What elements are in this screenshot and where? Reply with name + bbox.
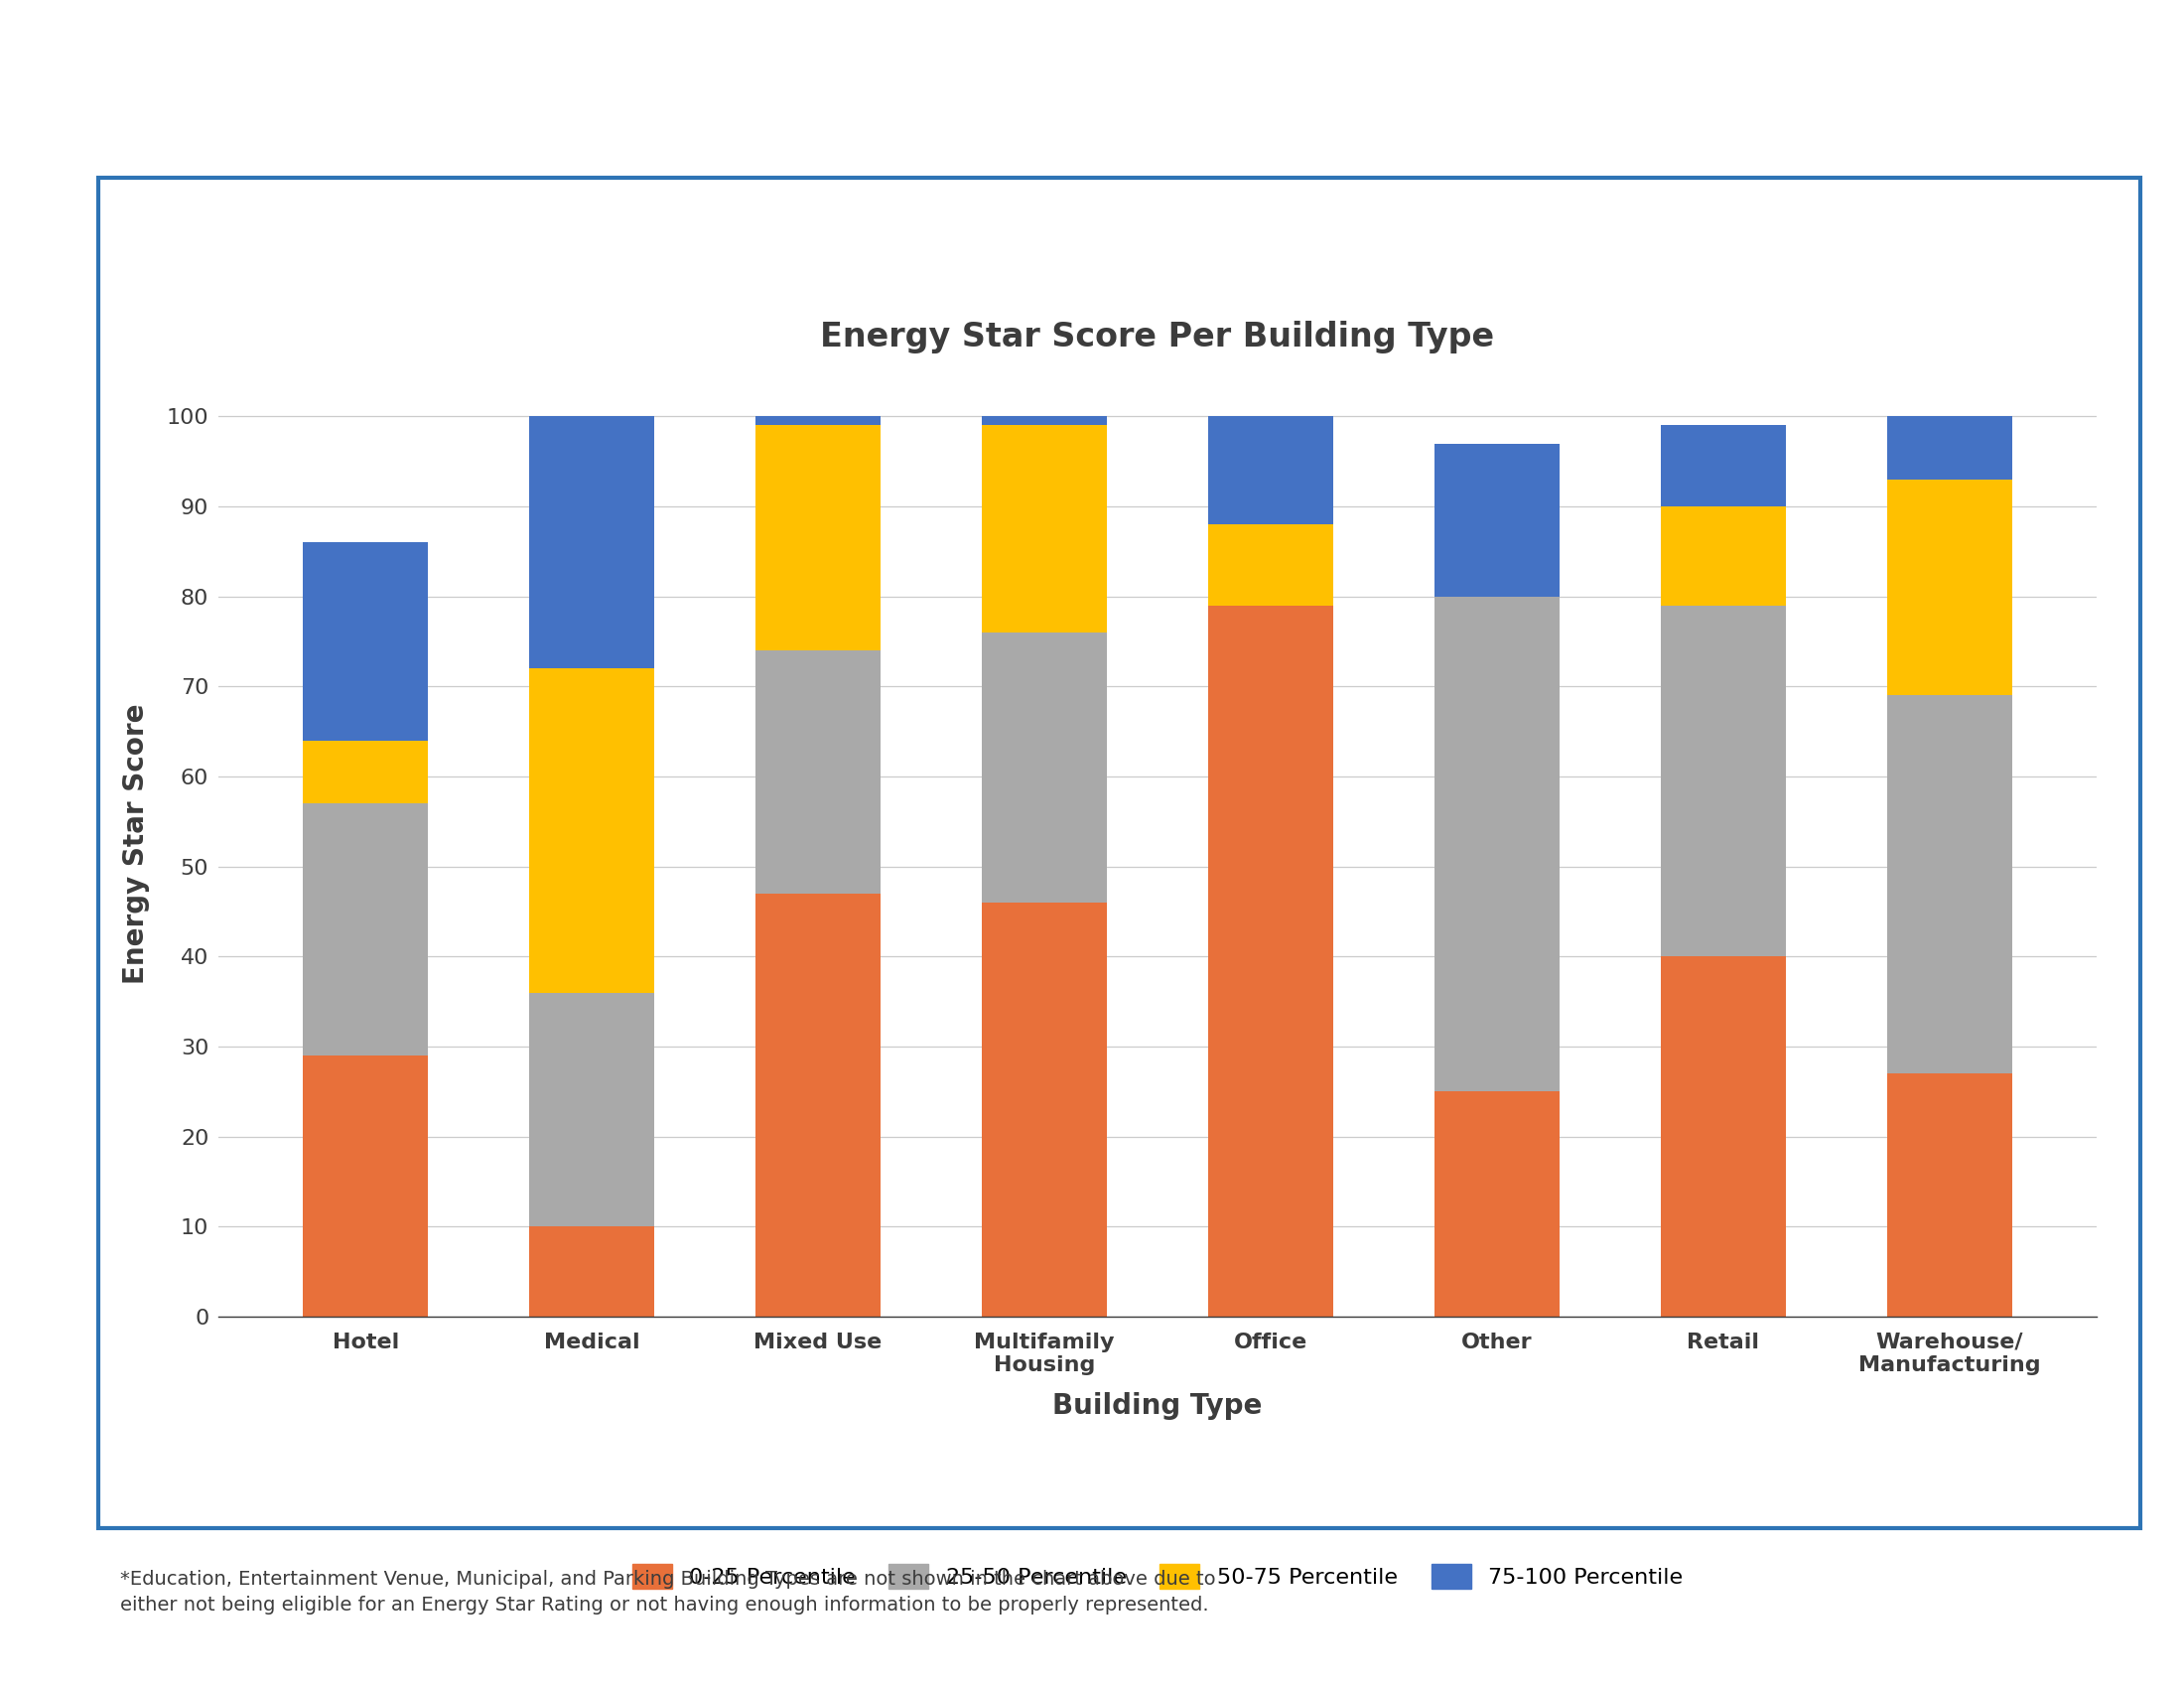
Bar	[983, 903, 1107, 1317]
Bar	[1435, 444, 1559, 596]
X-axis label: Building Type: Building Type	[1053, 1393, 1262, 1420]
Bar	[756, 425, 880, 650]
Bar	[304, 803, 428, 1055]
Bar	[1887, 695, 2011, 1074]
Y-axis label: Energy Star Score: Energy Star Score	[122, 704, 151, 984]
Bar	[304, 741, 428, 803]
Bar	[1662, 606, 1787, 957]
Bar	[1208, 606, 1332, 1317]
Bar	[1208, 417, 1332, 525]
Bar	[1662, 957, 1787, 1317]
Bar	[529, 1227, 653, 1317]
Bar	[1887, 417, 2011, 479]
Text: *Education, Entertainment Venue, Municipal, and Parking Building Types are not s: *Education, Entertainment Venue, Municip…	[120, 1570, 1216, 1615]
Bar	[529, 417, 653, 668]
Bar	[983, 425, 1107, 633]
Bar	[1887, 1074, 2011, 1317]
Legend: 0-25 Percentile, 25-50 Percentile, 50-75 Percentile, 75-100 Percentile: 0-25 Percentile, 25-50 Percentile, 50-75…	[631, 1563, 1684, 1588]
Title: Energy Star Score Per Building Type: Energy Star Score Per Building Type	[821, 321, 1494, 353]
Bar	[1662, 506, 1787, 606]
Bar	[1208, 525, 1332, 606]
Bar	[529, 993, 653, 1227]
Bar	[983, 417, 1107, 425]
Bar	[756, 417, 880, 425]
Bar	[1435, 1092, 1559, 1317]
Bar	[529, 668, 653, 993]
Bar	[756, 650, 880, 893]
Bar	[304, 1055, 428, 1317]
Bar	[1887, 479, 2011, 695]
Bar	[1662, 425, 1787, 506]
Bar	[983, 633, 1107, 903]
Bar	[756, 893, 880, 1317]
Bar	[1435, 596, 1559, 1092]
Bar	[304, 542, 428, 741]
